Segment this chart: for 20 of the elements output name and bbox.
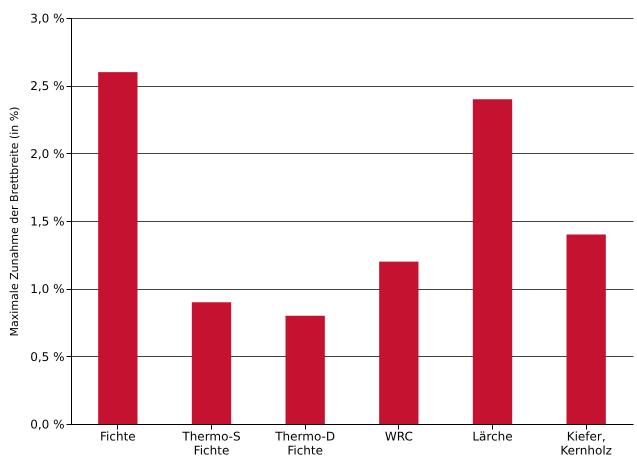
- x-tick-label: Thermo-S Fichte: [181, 430, 241, 458]
- x-tick-label: WRC: [384, 430, 413, 444]
- x-tick-label: Thermo-D Fichte: [274, 430, 336, 458]
- x-tick-label: Fichte: [100, 430, 136, 444]
- bar: [192, 302, 232, 424]
- bar: [472, 99, 512, 424]
- y-tick-label: 2,0 %: [30, 146, 64, 161]
- y-tick-label: 1,5 %: [30, 214, 64, 228]
- y-tick-label: 0,5 %: [30, 350, 64, 364]
- y-tick-label: 3,0 %: [30, 12, 64, 26]
- y-tick-label: 2,5 %: [30, 79, 64, 94]
- y-axis-title: Maximale Zunahme der Brettbreite (in %): [8, 106, 22, 336]
- bar: [379, 262, 419, 424]
- y-tick-label: 0,0 %: [30, 418, 64, 432]
- bar: [98, 72, 138, 424]
- bar: [285, 316, 325, 424]
- y-tick-label: 1,0 %: [30, 282, 64, 296]
- x-tick-label: Kiefer, Kernholz: [560, 430, 612, 458]
- x-tick-label: Lärche: [472, 430, 513, 444]
- bar: [566, 234, 606, 424]
